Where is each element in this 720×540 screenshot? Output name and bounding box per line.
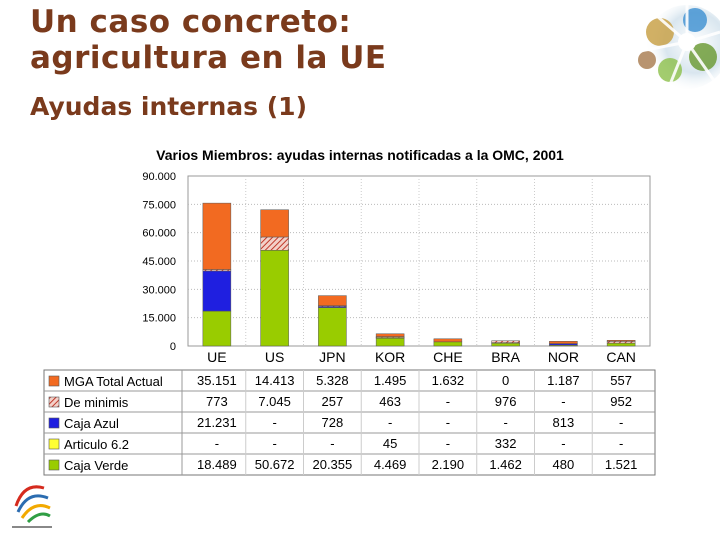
bar-segment [433,341,463,347]
y-tick-label: 75.000 [142,199,176,211]
bar-segment [491,340,520,343]
bar-segment [375,333,405,337]
category-label: US [265,349,284,365]
wto-logo-icon [12,485,52,528]
bar-segment [202,310,232,347]
table-cell-value: 35.151 [197,373,237,388]
slide-title: Un caso concreto: agricultura en la UE [30,4,387,76]
legend-label: Articulo 6.2 [64,437,129,452]
bar-segment [606,340,636,342]
y-tick-label: 60.000 [142,228,176,240]
legend-label: MGA Total Actual [64,374,163,389]
table-cell-value: - [388,415,392,430]
table-cell-value: 1.187 [547,373,580,388]
table-cell-value: 728 [322,415,344,430]
table-cell-value: 1.495 [374,373,407,388]
table-cell-value: 480 [553,457,575,472]
category-label: NOR [548,349,579,365]
table-cell-value: - [330,436,334,451]
bar-segment [202,202,232,270]
table-cell-value: 952 [610,394,632,409]
table-cell-value: 463 [379,394,401,409]
table-cell-value: 20.355 [312,457,352,472]
category-label: JPN [319,349,345,365]
bar-segment [318,295,347,306]
slide-subtitle: Ayudas internas (1) [30,92,308,121]
category-label: KOR [375,349,405,365]
y-tick-label: 30.000 [142,284,176,296]
legend-swatch [48,459,60,471]
table-cell-value: 18.489 [197,457,237,472]
y-tick-label: 90.000 [142,171,176,183]
table-cell-value: 1.462 [489,457,522,472]
bar-segment [318,307,347,347]
legend-label: Caja Verde [64,458,128,473]
table-cell-value: 257 [322,394,344,409]
bar-segment [375,337,405,347]
y-tick-label: 15.000 [142,313,176,325]
table-cell-value: 7.045 [258,394,291,409]
bar-segment [606,341,636,344]
bar-segment [202,270,232,312]
table-cell-value: - [446,415,450,430]
category-label: BRA [491,349,520,365]
table-cell-value: 976 [495,394,517,409]
table-cell-value: 1.521 [605,457,638,472]
y-tick-label: 45.000 [142,256,176,268]
bar-segment [549,341,578,344]
legend-swatch [48,375,60,387]
table-cell-value: - [446,436,450,451]
table-cell-value: - [272,436,276,451]
legend-label: De minimis [64,395,129,410]
table-cell-value: 21.231 [197,415,237,430]
table-cell-value: - [215,436,219,451]
table-cell-value: - [272,415,276,430]
table-cell-value: - [619,436,623,451]
table-cell-value: 5.328 [316,373,349,388]
bar-segment [260,236,289,251]
table-cell-value: 813 [553,415,575,430]
legend-label: Caja Azul [64,416,119,431]
table-cell-value: - [446,394,450,409]
category-label: UE [207,349,226,365]
legend-swatch [48,438,60,450]
bar-segment [606,342,636,347]
table-cell-value: 557 [610,373,632,388]
table-cell-value: - [561,394,565,409]
agriculture-photo-collage-icon [634,4,720,98]
bar-segment [260,209,289,238]
table-cell-value: - [503,415,507,430]
data-table [43,369,656,476]
table-cell-value: 2.190 [432,457,465,472]
table-cell-value: 4.469 [374,457,407,472]
bar-segment [260,250,289,347]
chart-title: Varios Miembros: ayudas internas notific… [156,147,564,163]
y-tick-label: 0 [170,341,176,353]
table-cell-value: 773 [206,394,228,409]
table-cell-value: 332 [495,436,517,451]
table-cell-value: - [619,415,623,430]
bar-segment [433,338,463,343]
slide-title-line-2: agricultura en la UE [30,40,387,76]
table-cell-value: 1.632 [432,373,465,388]
legend-swatch [48,396,60,408]
legend-swatch [48,417,60,429]
table-cell-value: 50.672 [255,457,295,472]
category-label: CHE [433,349,463,365]
slide-title-line-1: Un caso concreto: [30,4,352,40]
table-cell-value: 45 [383,436,397,451]
table-cell-value: - [561,436,565,451]
category-label: CAN [606,349,636,365]
table-cell-value: 0 [502,373,509,388]
table-cell-value: 14.413 [255,373,295,388]
